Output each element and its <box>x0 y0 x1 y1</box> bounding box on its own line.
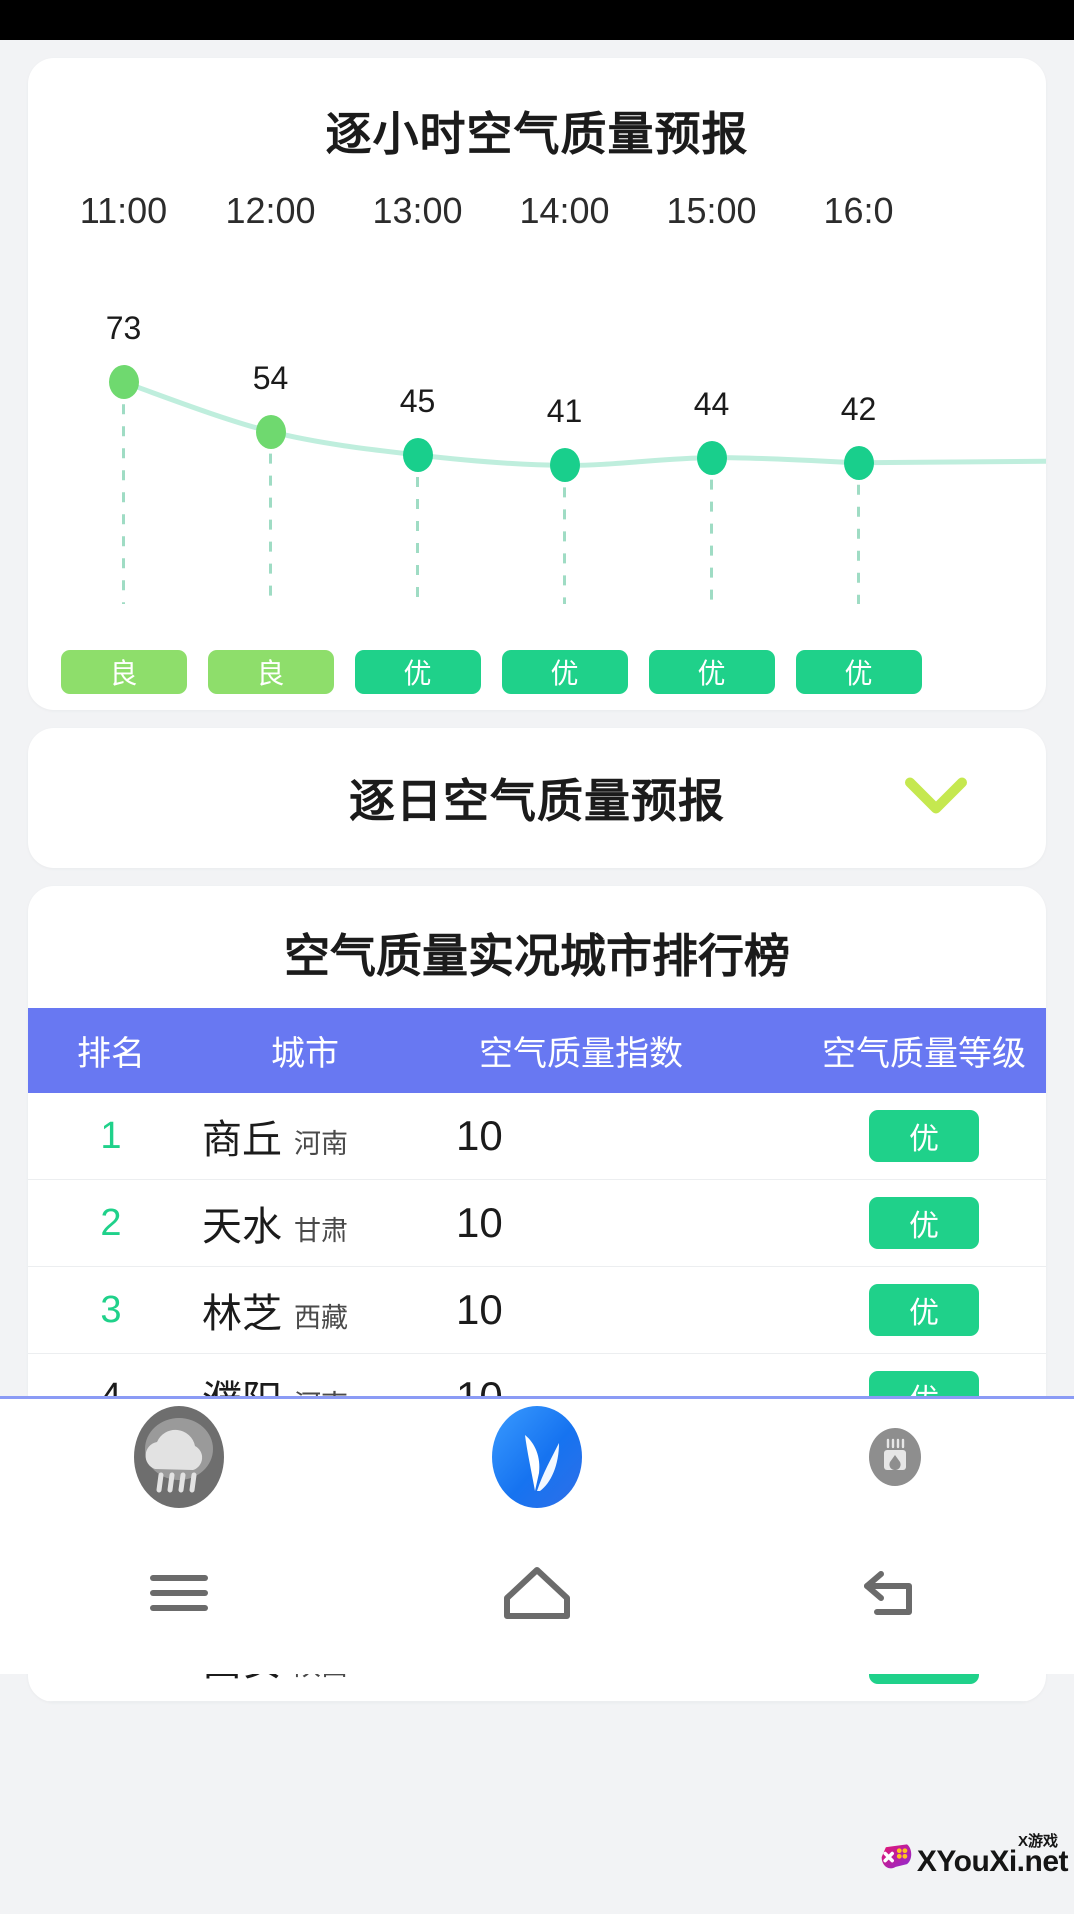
status-badge: 优 <box>869 1284 979 1336</box>
column-header-level: 空气质量等级 <box>746 1008 1046 1093</box>
hourly-level-badges-row: 良 良 优 优 优 优 <box>28 650 1046 694</box>
cell-rank: 1 <box>28 1093 194 1180</box>
home-icon <box>501 1564 573 1627</box>
site-watermark: XYouXi.net X游戏 <box>876 1816 1069 1908</box>
hour-label: 14:00 <box>519 190 610 231</box>
chart-point-marker <box>402 438 433 472</box>
hourly-forecast-title: 逐小时空气质量预报 <box>325 108 749 160</box>
level-badge: 优 <box>501 650 628 694</box>
watermark-subtext: X游戏 <box>1017 1833 1058 1850</box>
level-badge-cell: 优 <box>638 650 785 694</box>
chart-point-marker <box>108 365 139 400</box>
leaf-air-quality-icon <box>487 1403 587 1516</box>
daily-forecast-card[interactable]: 逐日空气质量预报 <box>28 728 1046 868</box>
chart-point-marker <box>549 448 580 483</box>
cell-level: 优 <box>746 1093 1046 1180</box>
table-row[interactable]: 2 天水 甘肃 10 优 <box>28 1179 1046 1267</box>
level-badge-cell: 良 <box>197 650 344 694</box>
cell-aqi: 10 <box>416 1179 746 1267</box>
city-name: 天水 <box>202 1205 282 1249</box>
level-badge: 良 <box>60 650 187 694</box>
ranking-title: 空气质量实况城市排行榜 <box>284 930 790 982</box>
tab-device[interactable] <box>716 1426 1074 1493</box>
cell-city: 商丘 河南 <box>194 1093 416 1180</box>
tab-air-quality[interactable] <box>358 1403 716 1516</box>
chart-point-label: 42 <box>840 390 877 427</box>
column-header-city: 城市 <box>194 1008 416 1093</box>
column-header-aqi: 空气质量指数 <box>416 1008 746 1093</box>
province-name: 河南 <box>294 1129 348 1159</box>
cell-level: 优 <box>746 1266 1046 1354</box>
status-badge: 优 <box>869 1110 979 1162</box>
column-header-rank: 排名 <box>28 1008 194 1093</box>
hour-label: 11:00 <box>79 190 168 231</box>
chart-point-label: 45 <box>399 383 436 419</box>
level-badge: 优 <box>795 650 922 694</box>
cell-city: 天水 甘肃 <box>194 1179 416 1267</box>
chart-point-marker <box>696 440 727 475</box>
city-name: 林芝 <box>202 1292 282 1336</box>
chart-point-label: 44 <box>693 385 730 422</box>
watermark-text: XYouXi.net <box>916 1845 1069 1878</box>
chart-point-label: 54 <box>252 359 289 396</box>
chart-point-label: 41 <box>546 393 583 430</box>
gamepad-icon <box>881 1844 912 1869</box>
humidity-device-icon <box>866 1426 924 1493</box>
province-name: 甘肃 <box>294 1216 348 1246</box>
level-badge-cell: 良 <box>50 650 197 694</box>
daily-forecast-title: 逐日空气质量预报 <box>349 775 725 827</box>
menu-button[interactable] <box>0 1570 358 1621</box>
ranking-table-head: 排名 城市 空气质量指数 空气质量等级 <box>28 1008 1046 1093</box>
table-row[interactable]: 1 商丘 河南 10 优 <box>28 1093 1046 1180</box>
hour-label: 16:0 <box>823 190 894 231</box>
bottom-tab-bar <box>0 1396 1074 1519</box>
table-row[interactable]: 3 林芝 西藏 10 优 <box>28 1266 1046 1354</box>
hour-labels-row: 11:00 12:00 13:00 14:00 15:00 16:0 <box>28 190 1046 232</box>
back-button[interactable] <box>716 1564 1074 1627</box>
chart-point-marker <box>255 414 286 449</box>
hourly-aqi-chart: 73 54 45 41 44 42 <box>28 304 1046 644</box>
cell-rank: 2 <box>28 1179 194 1267</box>
menu-icon <box>148 1570 210 1621</box>
rain-cloud-icon <box>129 1403 229 1516</box>
level-badge: 优 <box>648 650 775 694</box>
home-button[interactable] <box>358 1564 716 1627</box>
tab-weather[interactable] <box>0 1403 358 1516</box>
level-badge-cell: 优 <box>344 650 491 694</box>
chart-point-marker <box>843 445 874 480</box>
status-bar <box>0 0 1074 40</box>
cell-aqi: 10 <box>416 1266 746 1354</box>
hourly-forecast-card: 逐小时空气质量预报 11:00 12:00 13:00 14:00 15:00 … <box>28 58 1046 710</box>
cell-rank: 3 <box>28 1266 194 1354</box>
app-screen: 逐小时空气质量预报 11:00 12:00 13:00 14:00 15:00 … <box>0 40 1074 1914</box>
back-icon <box>859 1564 931 1627</box>
hour-label: 13:00 <box>372 190 463 231</box>
ranking-header-row: 排名 城市 空气质量指数 空气质量等级 <box>28 1008 1046 1093</box>
cell-level: 优 <box>746 1179 1046 1267</box>
hour-label: 12:00 <box>225 190 316 231</box>
province-name: 西藏 <box>294 1303 348 1333</box>
cell-aqi: 10 <box>416 1093 746 1180</box>
android-nav-bar <box>0 1516 1074 1674</box>
level-badge: 良 <box>207 650 334 694</box>
cell-city: 林芝 西藏 <box>194 1266 416 1354</box>
chevron-down-icon[interactable] <box>904 775 968 822</box>
level-badge: 优 <box>354 650 481 694</box>
aqi-line-svg <box>121 379 1046 604</box>
city-name: 商丘 <box>202 1118 282 1162</box>
level-badge-cell: 优 <box>491 650 638 694</box>
chart-point-label: 73 <box>105 310 142 347</box>
level-badge-cell: 优 <box>785 650 932 694</box>
status-badge: 优 <box>869 1197 979 1249</box>
hour-label: 15:00 <box>666 190 757 231</box>
